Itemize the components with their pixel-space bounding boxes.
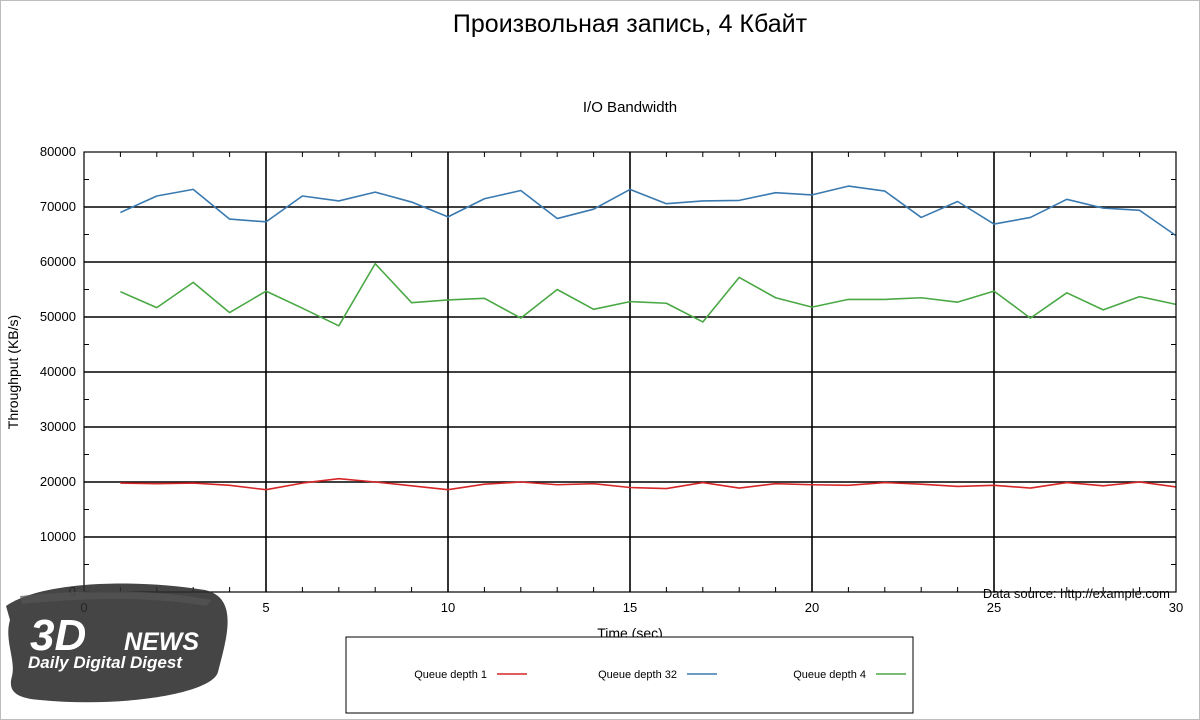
grid (84, 152, 1176, 592)
legend-label: Queue depth 4 (793, 669, 866, 681)
logo-brush-stroke (6, 583, 228, 703)
x-tick-label: 30 (1169, 600, 1183, 615)
legend: Queue depth 1 Queue depth 32 Queue depth 4 (345, 636, 914, 714)
y-tick-label: 80000 (40, 144, 76, 159)
chart-title: I/O Bandwidth (583, 99, 677, 116)
watermark-logo: 3D NEWS Daily Digital Digest (6, 583, 228, 703)
legend-label: Queue depth 1 (414, 669, 487, 681)
y-tick-label: 60000 (40, 254, 76, 269)
x-tick-label: 5 (262, 600, 269, 615)
series-line-2 (120, 185, 1177, 237)
x-tick-label: 20 (805, 600, 819, 615)
series-lines (120, 185, 1177, 491)
legend-label: Queue depth 32 (598, 669, 677, 681)
y-tick-label: 30000 (40, 419, 76, 434)
logo-brand-suffix: NEWS (124, 628, 199, 656)
y-tick-label: 50000 (40, 309, 76, 324)
logo-brand: 3D (30, 611, 86, 660)
y-tick-label: 10000 (40, 529, 76, 544)
y-tick-label: 40000 (40, 364, 76, 379)
series-line-1 (120, 477, 1177, 491)
series-line-3 (120, 262, 1177, 327)
page-title: Произвольная запись, 4 Кбайт (453, 10, 808, 38)
y-axis-title: Throughput (KB/s) (5, 315, 21, 429)
logo-tagline: Daily Digital Digest (28, 653, 183, 672)
logo-brush-streak (20, 591, 212, 606)
plot-border (83, 151, 1177, 593)
x-tick-label: 10 (441, 600, 455, 615)
y-tick-label: 20000 (40, 474, 76, 489)
x-tick-label: 25 (987, 600, 1001, 615)
y-axis-ticks: 0100002000030000400005000060000700008000… (40, 144, 76, 599)
x-tick-label: 15 (623, 600, 637, 615)
data-source-note: Data source: http://example.com (983, 586, 1170, 601)
legend-box (345, 636, 914, 714)
y-tick-label: 70000 (40, 199, 76, 214)
